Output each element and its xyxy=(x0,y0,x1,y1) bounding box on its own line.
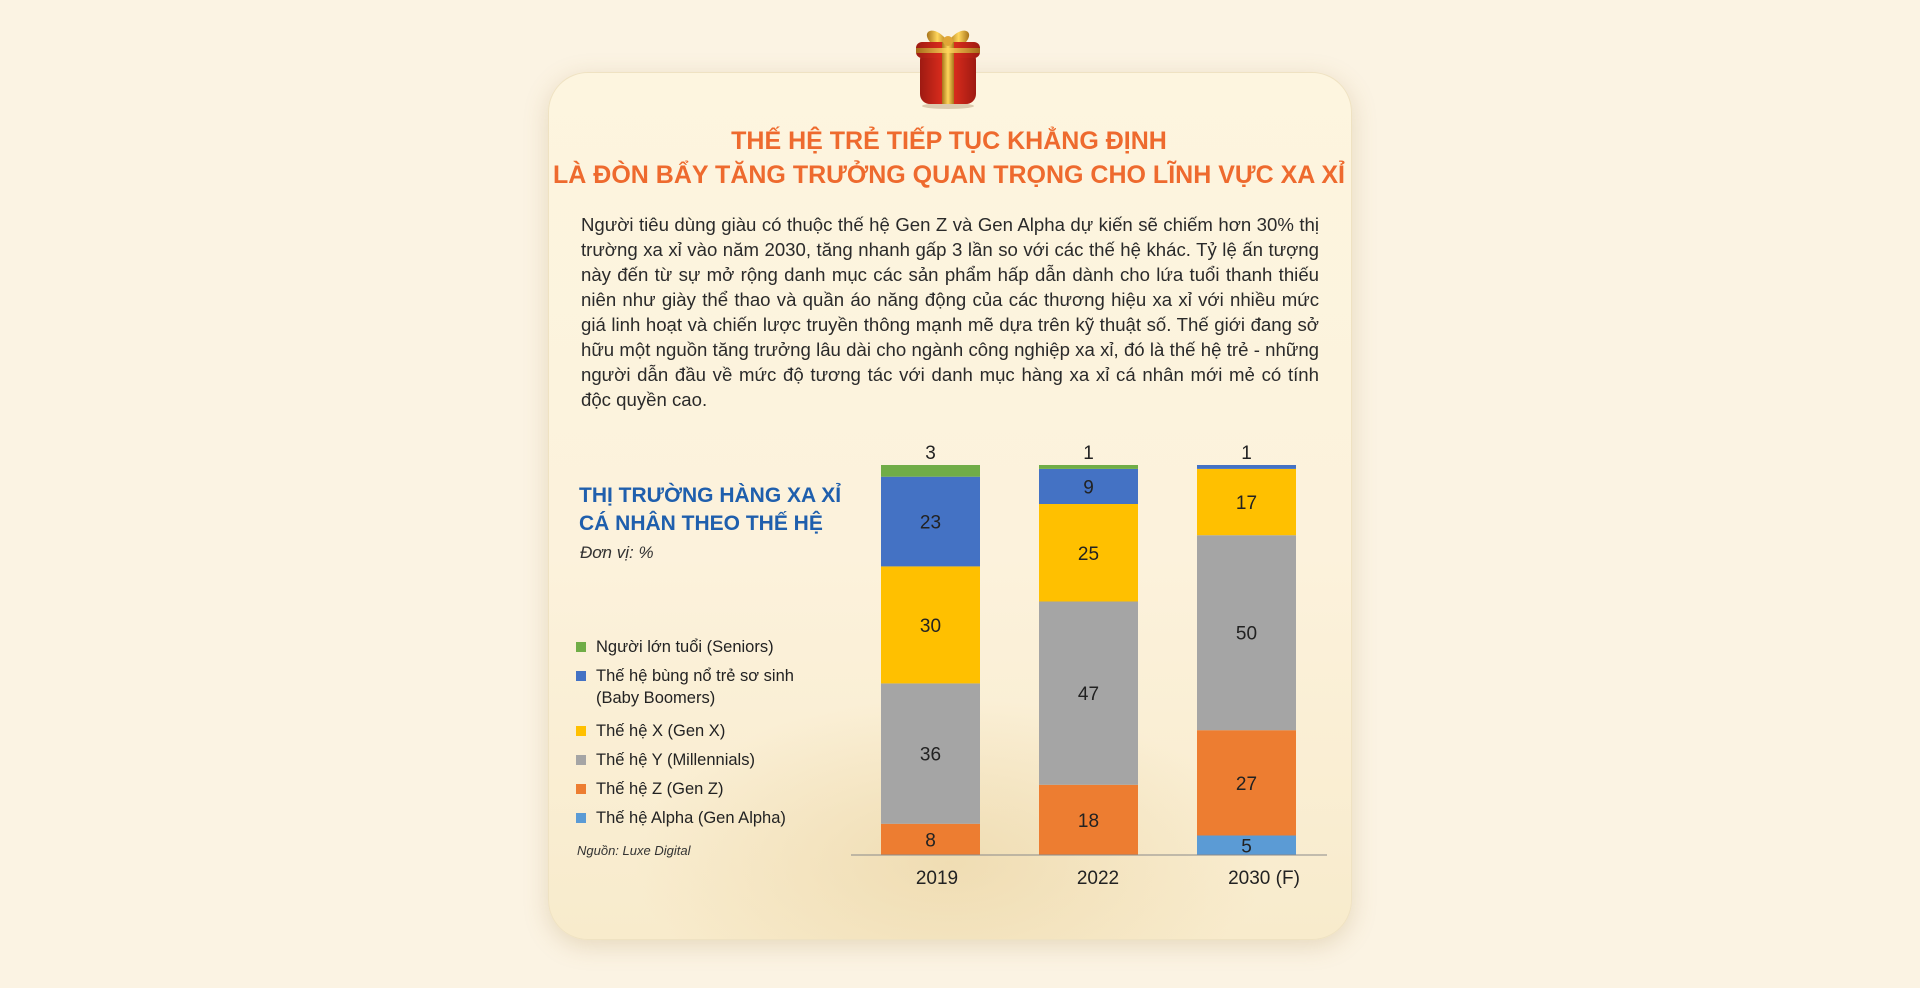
legend-swatch xyxy=(576,784,586,794)
bar-segment-2030-f-th-h-b-ng-n-tr-s-sinh xyxy=(1197,465,1296,469)
legend-item-baby-boomers: Thế hệ bùng nổ trẻ sơ sinh (Baby Boomers… xyxy=(576,665,806,709)
bars-layer: 8 36 30 23 3 2019 18 47 25 9 1 2022 5 27 50 17 1 2030 (F) xyxy=(881,443,1300,889)
data-label: 17 xyxy=(1236,493,1257,514)
legend-swatch xyxy=(576,671,586,681)
bar-segment-2022-th-h-z xyxy=(1039,784,1138,855)
data-label: 23 xyxy=(920,513,941,534)
source-note: Nguồn: Luxe Digital xyxy=(577,843,691,858)
bar-segment-2030-f-th-h-alpha xyxy=(1197,835,1296,855)
bar-segment-2019-th-h-y xyxy=(881,683,980,824)
data-label: 9 xyxy=(1083,477,1094,498)
legend-item-gen-z: Thế hệ Z (Gen Z) xyxy=(576,778,806,800)
data-label: 47 xyxy=(1078,684,1099,705)
legend-label: Thế hệ X (Gen X) xyxy=(596,722,726,740)
legend-label: Thế hệ bùng nổ trẻ sơ sinh xyxy=(596,667,794,685)
data-label: 50 xyxy=(1236,624,1257,645)
x-tick-label: 2019 xyxy=(916,868,958,889)
legend-label: Thế hệ Z (Gen Z) xyxy=(596,780,724,798)
legend-item-millennials: Thế hệ Y (Millennials) xyxy=(576,749,806,771)
data-label: 18 xyxy=(1078,811,1099,832)
data-label: 25 xyxy=(1078,544,1099,565)
bar-segment-2019-ng-i-l-n-tu-i xyxy=(881,465,980,477)
data-label: 5 xyxy=(1241,836,1252,857)
legend-swatch xyxy=(576,642,586,652)
title-line-2: LÀ ĐÒN BẨY TĂNG TRƯỞNG QUAN TRỌNG CHO LĨ… xyxy=(553,161,1345,189)
bar-segment-2030-f-th-h-z xyxy=(1197,730,1296,836)
bar-segment-2019-th-h-z xyxy=(881,823,980,855)
title-line-1: THẾ HỆ TRẺ TIẾP TỤC KHẲNG ĐỊNH xyxy=(731,127,1167,155)
legend-item-gen-alpha: Thế hệ Alpha (Gen Alpha) xyxy=(576,807,806,829)
legend-swatch xyxy=(576,813,586,823)
gift-icon xyxy=(916,30,980,109)
bar-segment-2022-th-h-x xyxy=(1039,504,1138,602)
page-title: THẾ HỆ TRẺ TIẾP TỤC KHẲNG ĐỊNH LÀ ĐÒN BẨ… xyxy=(548,124,1350,192)
x-tick-label: 2030 (F) xyxy=(1228,868,1300,889)
bar-segment-2022-ng-i-l-n-tu-i xyxy=(1039,465,1138,469)
bar-segment-2030-f-th-h-x xyxy=(1197,468,1296,536)
legend-item-seniors: Người lớn tuổi (Seniors) xyxy=(576,636,806,658)
bar-segment-2022-th-h-y xyxy=(1039,601,1138,785)
legend-swatch xyxy=(576,726,586,736)
data-label: 8 xyxy=(925,830,936,851)
data-label: 36 xyxy=(920,745,941,766)
data-label: 3 xyxy=(925,443,936,464)
legend-label: Thế hệ Y (Millennials) xyxy=(596,751,755,769)
bar-segment-2030-f-th-h-y xyxy=(1197,535,1296,731)
bar-segment-2019-th-h-b-ng-n-tr-s-sinh xyxy=(881,476,980,567)
bar-segment-2022-th-h-b-ng-n-tr-s-sinh xyxy=(1039,468,1138,504)
data-label: 30 xyxy=(920,616,941,637)
legend-swatch xyxy=(576,755,586,765)
chart-unit-label: Đơn vị: % xyxy=(580,543,654,562)
legend-label: Thế hệ Alpha (Gen Alpha) xyxy=(596,809,786,827)
x-tick-label: 2022 xyxy=(1077,868,1119,889)
intro-paragraph: Người tiêu dùng giàu có thuộc thế hệ Gen… xyxy=(581,214,1319,410)
chart-title-line-2: CÁ NHÂN THEO THẾ HỆ xyxy=(579,512,823,535)
bar-segment-2019-th-h-x xyxy=(881,566,980,684)
chart-title: THỊ TRƯỜNG HÀNG XA XỈ CÁ NHÂN THEO THẾ H… xyxy=(579,482,841,538)
chart-title-line-1: THỊ TRƯỜNG HÀNG XA XỈ xyxy=(579,484,842,507)
legend-item-gen-x: Thế hệ X (Gen X) xyxy=(576,720,806,742)
legend-label: Người lớn tuổi (Seniors) xyxy=(596,638,774,656)
data-label: 27 xyxy=(1236,774,1257,795)
data-label: 1 xyxy=(1241,443,1252,464)
data-label: 1 xyxy=(1083,443,1094,464)
legend-label-line-2: (Baby Boomers) xyxy=(596,689,716,707)
